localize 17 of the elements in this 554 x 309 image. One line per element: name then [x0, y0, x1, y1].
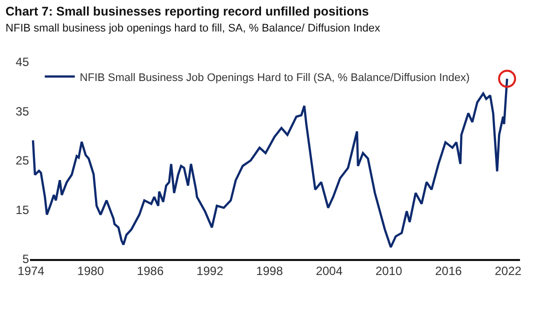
x-tick-label: 1998	[256, 264, 284, 278]
y-tick-label: 5	[22, 252, 30, 266]
chart-subtitle: NFIB small business job openings hard to fill, SA, % Balance/ Diffusion Index	[6, 22, 381, 35]
x-tick-label: 2004	[316, 264, 343, 278]
x-tick-label: 1992	[196, 264, 224, 278]
y-tick-label: 25	[16, 154, 30, 168]
x-tick-label: 2022	[494, 264, 522, 278]
x-tick-label: 1980	[77, 264, 104, 278]
x-tick-label: 1974	[18, 264, 45, 278]
legend-label: NFIB Small Business Job Openings Hard to Fill (SA, % Balance/Diffusion Index)	[80, 72, 470, 84]
y-tick-label: 45	[16, 55, 30, 70]
y-tick-label: 15	[16, 202, 30, 217]
x-tick-label: 2010	[375, 264, 402, 278]
chart-title: Chart 7: Small businesses reporting record unfilled positions	[6, 4, 369, 18]
x-tick-label: 2016	[435, 264, 462, 278]
y-tick-label: 35	[16, 104, 30, 118]
x-tick-label: 1986	[136, 264, 164, 278]
